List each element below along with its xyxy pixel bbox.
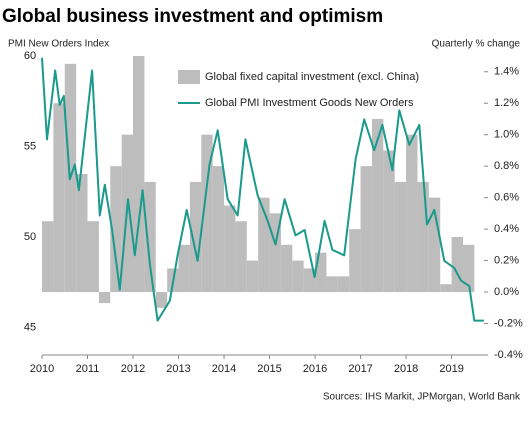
x-tick-label: 2016 [303,363,327,375]
x-tick-label: 2013 [166,363,190,375]
y-tick-label: 45 [24,322,36,334]
x-tick-label: 2010 [30,363,54,375]
bar [201,134,213,293]
bar [360,166,372,293]
chart-title: Global business investment and optimism [2,6,383,27]
x-tick-label: 2017 [348,363,372,375]
bar [87,221,99,293]
y-tick-label: 55 [24,141,36,153]
bar [383,150,395,293]
bar [269,213,281,293]
bar [417,181,429,293]
bar [292,260,304,293]
bar [189,181,202,293]
legend-label: Global PMI Investment Goods New Orders [205,97,414,109]
bar [462,244,475,293]
x-tick-label: 2019 [439,363,463,375]
x-tick-label: 2011 [76,363,100,375]
y-axis-label: PMI New Orders Index [8,39,109,50]
y-tick-label: 60 [24,50,36,62]
y2-tick-label: 1.0% [494,129,519,141]
bar [337,276,350,293]
y2-tick-label: 0.0% [494,286,519,298]
bar [258,197,270,293]
bar [224,205,236,293]
legend-label: Global fixed capital investment (excl. C… [205,71,419,83]
bar [451,236,463,293]
y2-tick-label: 1.4% [494,66,519,78]
y2-tick-label: 1.2% [494,97,519,109]
bar [406,134,418,293]
bar [155,292,168,308]
bar [246,260,259,293]
bar [53,103,65,293]
bar [280,244,293,293]
bar [349,229,361,293]
bar [178,244,190,293]
y2-tick-label: -0.4% [494,349,523,361]
bar [371,118,384,293]
legend-swatch [178,70,200,84]
y2-tick-label: 0.6% [494,192,519,204]
bar [144,181,156,293]
bar [42,221,54,293]
bar [76,174,88,293]
bar [326,276,338,293]
bar [303,268,316,293]
y2-tick-label: 0.2% [494,254,519,266]
y2-tick-label: 0.8% [494,160,519,172]
source: Sources: IHS Markit, JPMorgan, World Ban… [323,392,521,403]
line [41,57,484,322]
bar [440,284,452,293]
bar [133,56,145,293]
bar [235,221,247,293]
x-tick-label: 2012 [121,363,145,375]
bar [110,166,122,293]
bar [98,292,111,304]
bar [212,166,225,293]
y2-tick-label: 0.4% [494,223,519,235]
y-tick-label: 50 [24,231,36,243]
bar [394,181,407,293]
y2-axis-label: Quarterly % change [432,39,521,50]
bar [428,197,441,293]
x-tick-label: 2015 [257,363,281,375]
y2-tick-label: -0.2% [494,317,523,329]
x-tick-label: 2018 [394,363,418,375]
x-tick-label: 2014 [212,363,236,375]
bar [315,252,327,293]
